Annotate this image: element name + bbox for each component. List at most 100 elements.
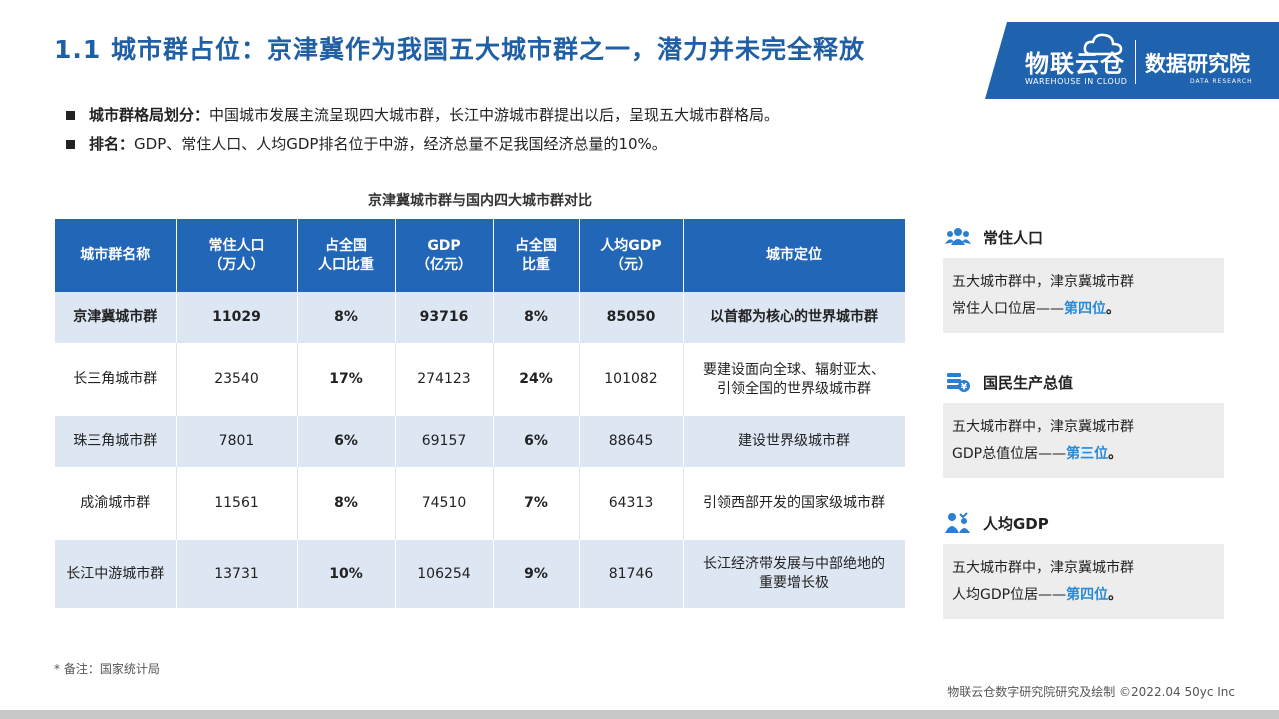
table-cell: 24% [493, 343, 580, 416]
table-header-cell: 城市定位 [683, 219, 906, 292]
source-note: * 备注：国家统计局 [54, 662, 160, 676]
table-row: 京津冀城市群 11029 8% 93716 8% 85050 以首都为核心的世界城市群 [55, 292, 906, 343]
bullet-list: 城市群格局划分： 中国城市发展主流呈现四大城市群，长江中游城市群提出以后，呈现五… [66, 101, 779, 159]
bullet-label: 排名： [89, 135, 135, 153]
table-header-cell: 常住人口 （万人） [176, 219, 298, 292]
side-card-population: 常住人口 五大城市群中，津京冀城市群 常住人口位居——第四位。 [943, 222, 1224, 333]
table-cell: 7% [493, 467, 580, 540]
table-cell: 10% [297, 540, 396, 608]
bullet-text: GDP、常住人口、人均GDP排名位于中游，经济总量不足我国经济总量的10%。 [134, 135, 667, 153]
bullet-item: 城市群格局划分： 中国城市发展主流呈现四大城市群，长江中游城市群提出以后，呈现五… [66, 101, 779, 130]
table-cell: 64313 [579, 467, 684, 540]
table-cell: 74510 [395, 467, 494, 540]
side-card-title: 常住人口 [983, 228, 1044, 247]
table-cell: 成渝城市群 [55, 467, 177, 540]
side-card-text: 常住人口位居—— [952, 301, 1064, 317]
side-card-text: 人均GDP位居—— [952, 587, 1067, 603]
table-cell: 8% [297, 292, 396, 343]
side-card-body: 五大城市群中，津京冀城市群 GDP总值位居——第三位。 [943, 403, 1224, 478]
table-cell: 11029 [176, 292, 298, 343]
footer-credit: 物联云仓数字研究院研究及绘制 ©2022.04 50yc Inc [947, 685, 1235, 699]
table-cell: 8% [493, 292, 580, 343]
side-card-line: 人均GDP位居——第四位。 [952, 582, 1215, 609]
side-card-gdp: ¥ 国民生产总值 五大城市群中，津京冀城市群 GDP总值位居——第三位。 [943, 367, 1224, 478]
table-cell: 以首都为核心的世界城市群 [683, 292, 906, 343]
table-header-cell: 占全国 比重 [493, 219, 580, 292]
table-cell: 京津冀城市群 [55, 292, 177, 343]
table-cell: 8% [297, 467, 396, 540]
bottom-bar [0, 710, 1279, 719]
side-card-gdp-per-capita: 人均GDP 五大城市群中，津京冀城市群 人均GDP位居——第四位。 [943, 508, 1224, 619]
table-cell: 274123 [395, 343, 494, 416]
side-card-line: 常住人口位居——第四位。 [952, 296, 1215, 323]
side-card-line: 五大城市群中，津京冀城市群 [952, 560, 1134, 576]
svg-text:¥: ¥ [961, 383, 968, 393]
bullet-item: 排名： GDP、常住人口、人均GDP排名位于中游，经济总量不足我国经济总量的10… [66, 130, 779, 159]
table-cell: 93716 [395, 292, 494, 343]
table-cell: 11561 [176, 467, 298, 540]
side-card-suffix: 。 [1108, 587, 1123, 603]
cloud-icon [1083, 33, 1123, 56]
side-card-text: GDP总值位居—— [952, 446, 1067, 462]
table-header-row: 城市群名称 常住人口 （万人） 占全国 人口比重 GDP （亿元） 占全国 比重 人均GD… [55, 219, 906, 292]
side-card-line: 五大城市群中，津京冀城市群 [952, 419, 1134, 435]
table-cell: 23540 [176, 343, 298, 416]
table-cell: 69157 [395, 416, 494, 467]
table-row: 长三角城市群 23540 17% 274123 24% 101082 要建设面向全球、辐射亚… [55, 343, 906, 416]
side-card-line: 五大城市群中，津京冀城市群 [952, 274, 1134, 290]
table-cell: 6% [297, 416, 396, 467]
side-card-body: 五大城市群中，津京冀城市群 常住人口位居——第四位。 [943, 258, 1224, 333]
rank-highlight: 第四位 [1064, 301, 1106, 317]
table-cell: 7801 [176, 416, 298, 467]
rank-highlight: 第三位 [1066, 446, 1109, 462]
table-cell: 珠三角城市群 [55, 416, 177, 467]
table-cell: 88645 [579, 416, 684, 467]
comparison-table: 城市群名称 常住人口 （万人） 占全国 人口比重 GDP （亿元） 占全国 比重 人均GD… [55, 219, 906, 608]
table-header-cell: 占全国 人口比重 [297, 219, 396, 292]
table-row: 长江中游城市群 13731 10% 106254 9% 81746 长江经济带发展与中部绝地… [55, 540, 906, 608]
side-card-heading: 常住人口 [943, 222, 1224, 252]
table-row: 珠三角城市群 7801 6% 69157 6% 88645 建设世界级城市群 [55, 416, 906, 467]
table-cell: 长三角城市群 [55, 343, 177, 416]
side-card-line: GDP总值位居——第三位。 [952, 441, 1215, 468]
brand-logo: 物联云仓 WAREHOUSE IN CLOUD 数据研究院 DATA RESEA… [985, 22, 1279, 99]
side-card-heading: ¥ 国民生产总值 [943, 367, 1224, 397]
table-title: 京津冀城市群与国内四大城市群对比 [368, 193, 592, 209]
side-card-suffix: 。 [1108, 446, 1123, 462]
table-cell: 长江经济带发展与中部绝地的 重要增长极 [683, 540, 906, 608]
side-card-suffix: 。 [1106, 301, 1120, 317]
logo-research-sub: DATA RESEARCH [1190, 78, 1253, 85]
table-cell: 要建设面向全球、辐射亚太、 引领全国的世界级城市群 [683, 343, 906, 416]
table-cell: 13731 [176, 540, 298, 608]
table-row: 成渝城市群 11561 8% 74510 7% 64313 引领西部开发的国家级城市群 [55, 467, 906, 540]
side-card-title: 人均GDP [983, 514, 1049, 533]
table-cell: 建设世界级城市群 [683, 416, 906, 467]
logo-sub: WAREHOUSE IN CLOUD [1025, 77, 1128, 86]
logo-research: 数据研究院 [1145, 52, 1250, 76]
bullet-square-icon [66, 140, 75, 149]
table-cell: 85050 [579, 292, 684, 343]
bullet-text: 中国城市发展主流呈现四大城市群，长江中游城市群提出以后，呈现五大城市群格局。 [209, 106, 780, 124]
page-title: 1.1 城市群占位：京津冀作为我国五大城市群之一，潜力并未完全释放 [54, 35, 865, 64]
table-cell: 101082 [579, 343, 684, 416]
people-icon [943, 224, 973, 250]
money-icon: ¥ [943, 369, 973, 395]
table-cell: 9% [493, 540, 580, 608]
bullet-square-icon [66, 111, 75, 120]
table-cell: 81746 [579, 540, 684, 608]
person-chart-icon [943, 510, 973, 536]
side-card-heading: 人均GDP [943, 508, 1224, 538]
table-cell: 6% [493, 416, 580, 467]
table-cell: 106254 [395, 540, 494, 608]
table-cell: 引领西部开发的国家级城市群 [683, 467, 906, 540]
table-cell: 长江中游城市群 [55, 540, 177, 608]
logo-name: 物联云仓 [1025, 50, 1125, 78]
logo-divider [1135, 40, 1136, 84]
side-card-title: 国民生产总值 [983, 373, 1074, 392]
rank-highlight: 第四位 [1066, 587, 1109, 603]
table-cell: 17% [297, 343, 396, 416]
table-header-cell: 城市群名称 [55, 219, 177, 292]
table-header-cell: 人均GDP （元） [579, 219, 684, 292]
table-header-cell: GDP （亿元） [395, 219, 494, 292]
bullet-label: 城市群格局划分： [89, 106, 210, 124]
